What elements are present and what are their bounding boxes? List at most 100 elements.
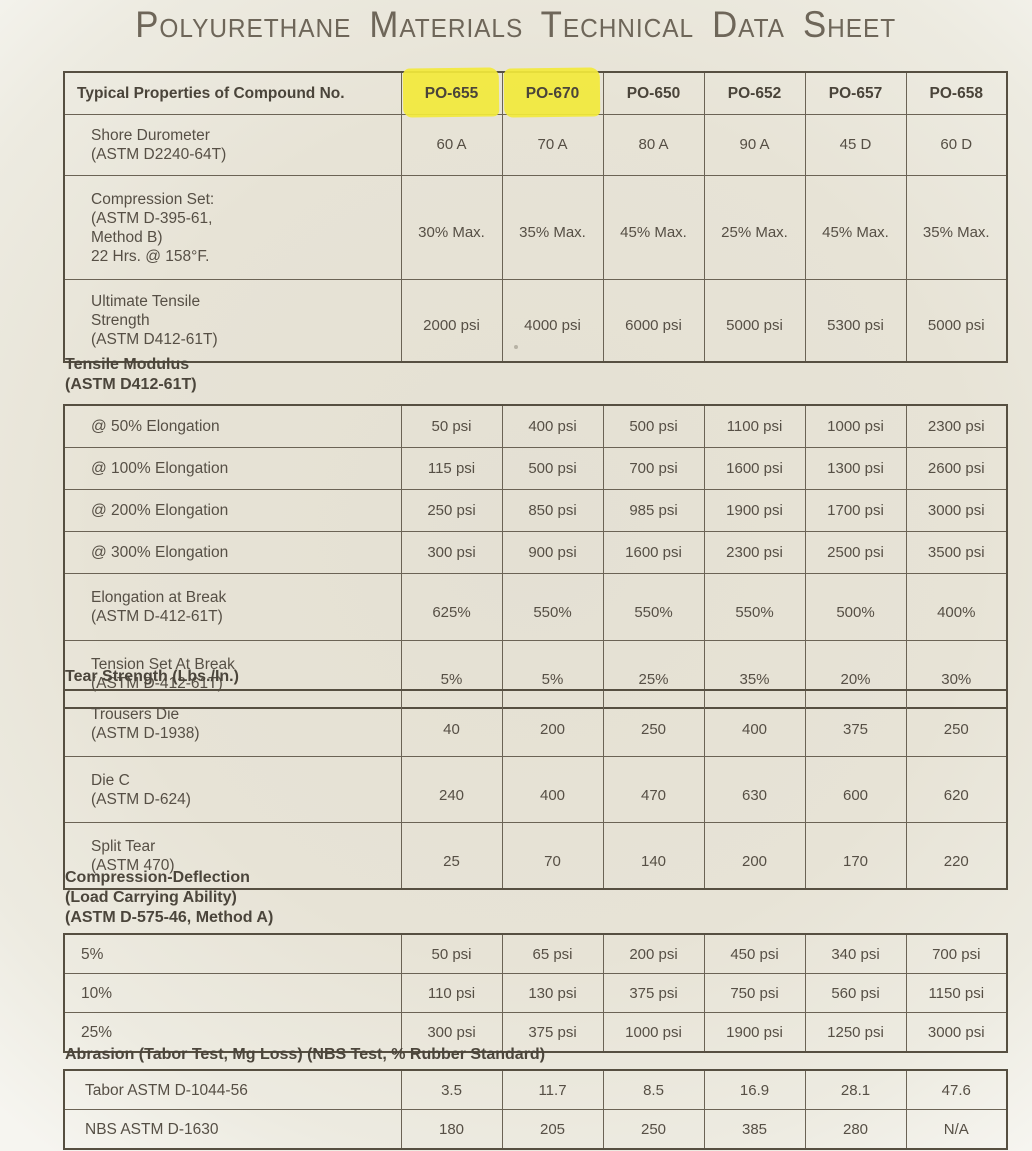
value-cell: 45% Max. <box>602 175 705 280</box>
value-cell: 550% <box>501 573 604 641</box>
value-cell: 300 psi <box>400 1012 503 1053</box>
value-cell: 25 <box>400 822 503 890</box>
value-cell: 5300 psi <box>804 279 907 363</box>
value-cell: 3500 psi <box>905 531 1008 574</box>
value-cell: 8.5 <box>602 1069 705 1110</box>
row-label-line: @ 100% Elongation <box>91 460 229 477</box>
value-cell: 985 psi <box>602 489 705 532</box>
column-header-po-670: PO-670 <box>501 67 604 118</box>
row-label: Ultimate Tensile Strength (ASTM D412-61T) <box>63 279 402 363</box>
page-title-text: Polyurethane Materials Technical Data Sh… <box>135 4 897 45</box>
column-header-label: PO-652 <box>727 84 782 102</box>
value-cell: 47.6 <box>905 1069 1008 1110</box>
table-row: @ 50% Elongation 50 psi 400 psi 500 psi 1100… <box>63 404 1008 448</box>
value-cell: 400% <box>905 573 1008 641</box>
value-cell: 70 <box>501 822 604 890</box>
value-cell: 60 D <box>905 114 1008 176</box>
value-cell: 60 A <box>400 114 503 176</box>
table-row: Trousers Die (ASTM D-1938) 40 200 250 400 375 2… <box>63 689 1008 757</box>
row-label: Die C (ASTM D-624) <box>63 756 402 823</box>
value-cell: 3000 psi <box>905 489 1008 532</box>
row-label-line: Tension Set At Break <box>91 656 235 673</box>
table-row: 25% 300 psi 375 psi 1000 psi 1900 psi 1250 ps… <box>63 1012 1008 1053</box>
value-cell: 5000 psi <box>703 279 806 363</box>
row-label: NBS ASTM D-1630 <box>63 1109 402 1150</box>
column-header-po-650: PO-650 <box>602 71 705 115</box>
table-row: Die C (ASTM D-624) 240 400 470 630 600 620 <box>63 756 1008 823</box>
value-cell: 65 psi <box>501 933 604 974</box>
row-label-line: Elongation at Break <box>91 589 227 606</box>
value-cell: 400 <box>501 756 604 823</box>
row-label: Split Tear (ASTM 470) <box>63 822 402 890</box>
row-label-line: (ASTM D-1938) <box>91 724 200 742</box>
column-header-label: PO-655 <box>424 84 479 102</box>
table-header-row: Typical Properties of Compound No. PO-65… <box>63 67 1008 118</box>
table-row: Tabor ASTM D-1044-56 3.5 11.7 8.5 16.9 28.1 47… <box>63 1069 1008 1110</box>
value-cell: 250 psi <box>400 489 503 532</box>
row-label-line: Strength <box>91 312 150 329</box>
value-cell: 620 <box>905 756 1008 823</box>
row-label: @ 200% Elongation <box>63 489 402 532</box>
value-cell: 45 D <box>804 114 907 176</box>
value-cell: 2600 psi <box>905 447 1008 490</box>
table-row: Compression Set: (ASTM D-395-61, Method B)… <box>63 175 1008 280</box>
value-cell: 1300 psi <box>804 447 907 490</box>
value-cell: 28.1 <box>804 1069 907 1110</box>
column-header-po-652: PO-652 <box>703 71 806 115</box>
compression-deflection-table: 5% 50 psi 65 psi 200 psi 450 psi 340 psi 700 p… <box>63 933 1008 1053</box>
value-cell: 2500 psi <box>804 531 907 574</box>
column-header-label: PO-670 <box>525 84 580 102</box>
value-cell: 1100 psi <box>703 404 806 448</box>
row-label-line: Trousers Die <box>91 705 180 723</box>
row-label-line: Ultimate Tensile <box>91 293 201 310</box>
value-cell: 50 psi <box>400 933 503 974</box>
table-row: @ 200% Elongation 250 psi 850 psi 985 psi 19… <box>63 489 1008 532</box>
row-label: Shore Durometer (ASTM D2240-64T) <box>63 114 402 176</box>
row-label-line: Split Tear <box>91 837 156 855</box>
value-cell: 2300 psi <box>703 531 806 574</box>
value-cell: 200 <box>703 822 806 890</box>
value-cell: 550% <box>602 573 705 641</box>
value-cell: 450 psi <box>703 933 806 974</box>
value-cell: 550% <box>703 573 806 641</box>
value-cell: 1600 psi <box>703 447 806 490</box>
table-row: Elongation at Break (ASTM D-412-61T) 625% 5… <box>63 573 1008 641</box>
value-cell: 200 psi <box>602 933 705 974</box>
value-cell: 5000 psi <box>905 279 1008 363</box>
row-label: 5% <box>63 933 402 974</box>
row-label-line: (ASTM D412-61T) <box>91 331 218 348</box>
row-label-line: 5% <box>81 945 104 963</box>
row-label: @ 100% Elongation <box>63 447 402 490</box>
value-cell: 50 psi <box>400 404 503 448</box>
value-cell: 6000 psi <box>602 279 705 363</box>
row-label-line: 25% <box>81 1023 113 1041</box>
value-cell: 1150 psi <box>905 973 1008 1013</box>
value-cell: 250 <box>602 1109 705 1150</box>
row-label-line: (ASTM D-395-61, <box>91 209 213 227</box>
row-label-line: 22 Hrs. @ 158°F. <box>91 247 210 265</box>
page-title: Polyurethane Materials Technical Data Sh… <box>0 4 1032 46</box>
value-cell: 625% <box>400 573 503 641</box>
value-cell: 130 psi <box>501 973 604 1013</box>
section-heading-line: Tear Strength (Lbs./In.) <box>65 668 239 685</box>
value-cell: 250 <box>905 689 1008 757</box>
value-cell: 375 psi <box>602 973 705 1013</box>
row-label: 10% <box>63 973 402 1013</box>
value-cell: 80 A <box>602 114 705 176</box>
value-cell: 16.9 <box>703 1069 806 1110</box>
column-header-label: PO-657 <box>828 84 883 102</box>
value-cell: 2000 psi <box>400 279 503 363</box>
value-cell: 400 psi <box>501 404 604 448</box>
value-cell: 140 <box>602 822 705 890</box>
table-row: 10% 110 psi 130 psi 375 psi 750 psi 560 psi 11… <box>63 973 1008 1013</box>
column-header-label: PO-650 <box>626 84 681 102</box>
row-label-line: (ASTM D2240-64T) <box>91 146 227 163</box>
value-cell: 1900 psi <box>703 489 806 532</box>
value-cell: 1250 psi <box>804 1012 907 1053</box>
value-cell: 40 <box>400 689 503 757</box>
value-cell: 1700 psi <box>804 489 907 532</box>
value-cell: 375 psi <box>501 1012 604 1053</box>
value-cell: 200 <box>501 689 604 757</box>
value-cell: 500% <box>804 573 907 641</box>
section-heading-line: Tensile Modulus <box>65 356 190 373</box>
